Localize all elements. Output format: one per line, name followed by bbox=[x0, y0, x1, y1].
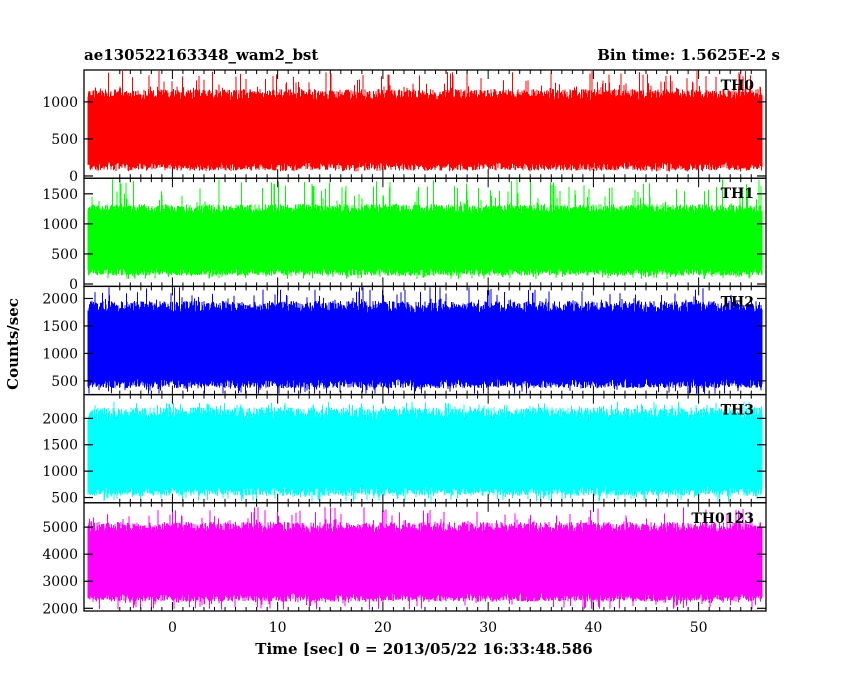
panel-th1: 0 500 1000 1500 TH1 bbox=[42, 177, 767, 293]
x-tick-label: 0 bbox=[168, 620, 177, 636]
panel-label: TH0123 bbox=[691, 511, 754, 527]
y-tick-label: 3000 bbox=[42, 574, 78, 590]
panel-th0: 0 500 1000 TH0 bbox=[42, 69, 767, 185]
chart-title: ae130522163348_wam2_bst bbox=[84, 46, 318, 64]
y-tick-label: 4000 bbox=[42, 547, 78, 563]
y-tick-label: 500 bbox=[51, 374, 78, 390]
y-tick-label: 500 bbox=[51, 132, 78, 148]
y-tick-label: 2000 bbox=[42, 291, 78, 307]
x-tick-label: 50 bbox=[690, 620, 708, 636]
y-tick-label: 5000 bbox=[42, 520, 78, 536]
x-axis-label: Time [sec] 0 = 2013/05/22 16:33:48.586 bbox=[255, 640, 592, 658]
panel-label: TH0 bbox=[721, 78, 755, 94]
x-tick-label: 40 bbox=[584, 620, 602, 636]
panel-th3: 500 1000 1500 2000 TH3 bbox=[42, 393, 767, 507]
x-tick-label: 10 bbox=[269, 620, 287, 636]
x-tick-label: 20 bbox=[374, 620, 392, 636]
y-tick-label: 500 bbox=[51, 247, 78, 263]
y-tick-label: 1000 bbox=[42, 95, 78, 111]
series-th1 bbox=[87, 179, 763, 280]
y-tick-label: 1000 bbox=[42, 464, 78, 480]
x-tick-label: 30 bbox=[479, 620, 497, 636]
panel-th0123: 2000 3000 4000 5000 TH0123 bbox=[42, 502, 767, 617]
y-tick-label: 2000 bbox=[42, 411, 78, 427]
y-tick-label: 0 bbox=[69, 169, 78, 185]
y-tick-label: 1000 bbox=[42, 346, 78, 362]
y-axis-label: Counts/sec bbox=[4, 298, 22, 390]
y-tick-label: 1500 bbox=[42, 319, 78, 335]
series-th3 bbox=[87, 401, 763, 502]
y-tick-label: 0 bbox=[69, 277, 78, 293]
y-tick-label: 1500 bbox=[42, 438, 78, 454]
panel-label: TH1 bbox=[721, 186, 754, 202]
bin-time-label: Bin time: 1.5625E-2 s bbox=[597, 46, 780, 64]
panel-label: TH2 bbox=[721, 294, 754, 310]
series-th0 bbox=[87, 71, 763, 172]
y-tick-label: 2000 bbox=[42, 601, 78, 617]
panel-th2: 500 1000 1500 2000 TH2 bbox=[42, 285, 767, 396]
series-th2 bbox=[87, 287, 763, 394]
y-tick-label: 500 bbox=[51, 491, 78, 507]
panel-label: TH3 bbox=[721, 403, 754, 419]
series-th0123 bbox=[87, 507, 763, 610]
y-tick-label: 1000 bbox=[42, 217, 78, 233]
y-tick-label: 1500 bbox=[42, 187, 78, 203]
